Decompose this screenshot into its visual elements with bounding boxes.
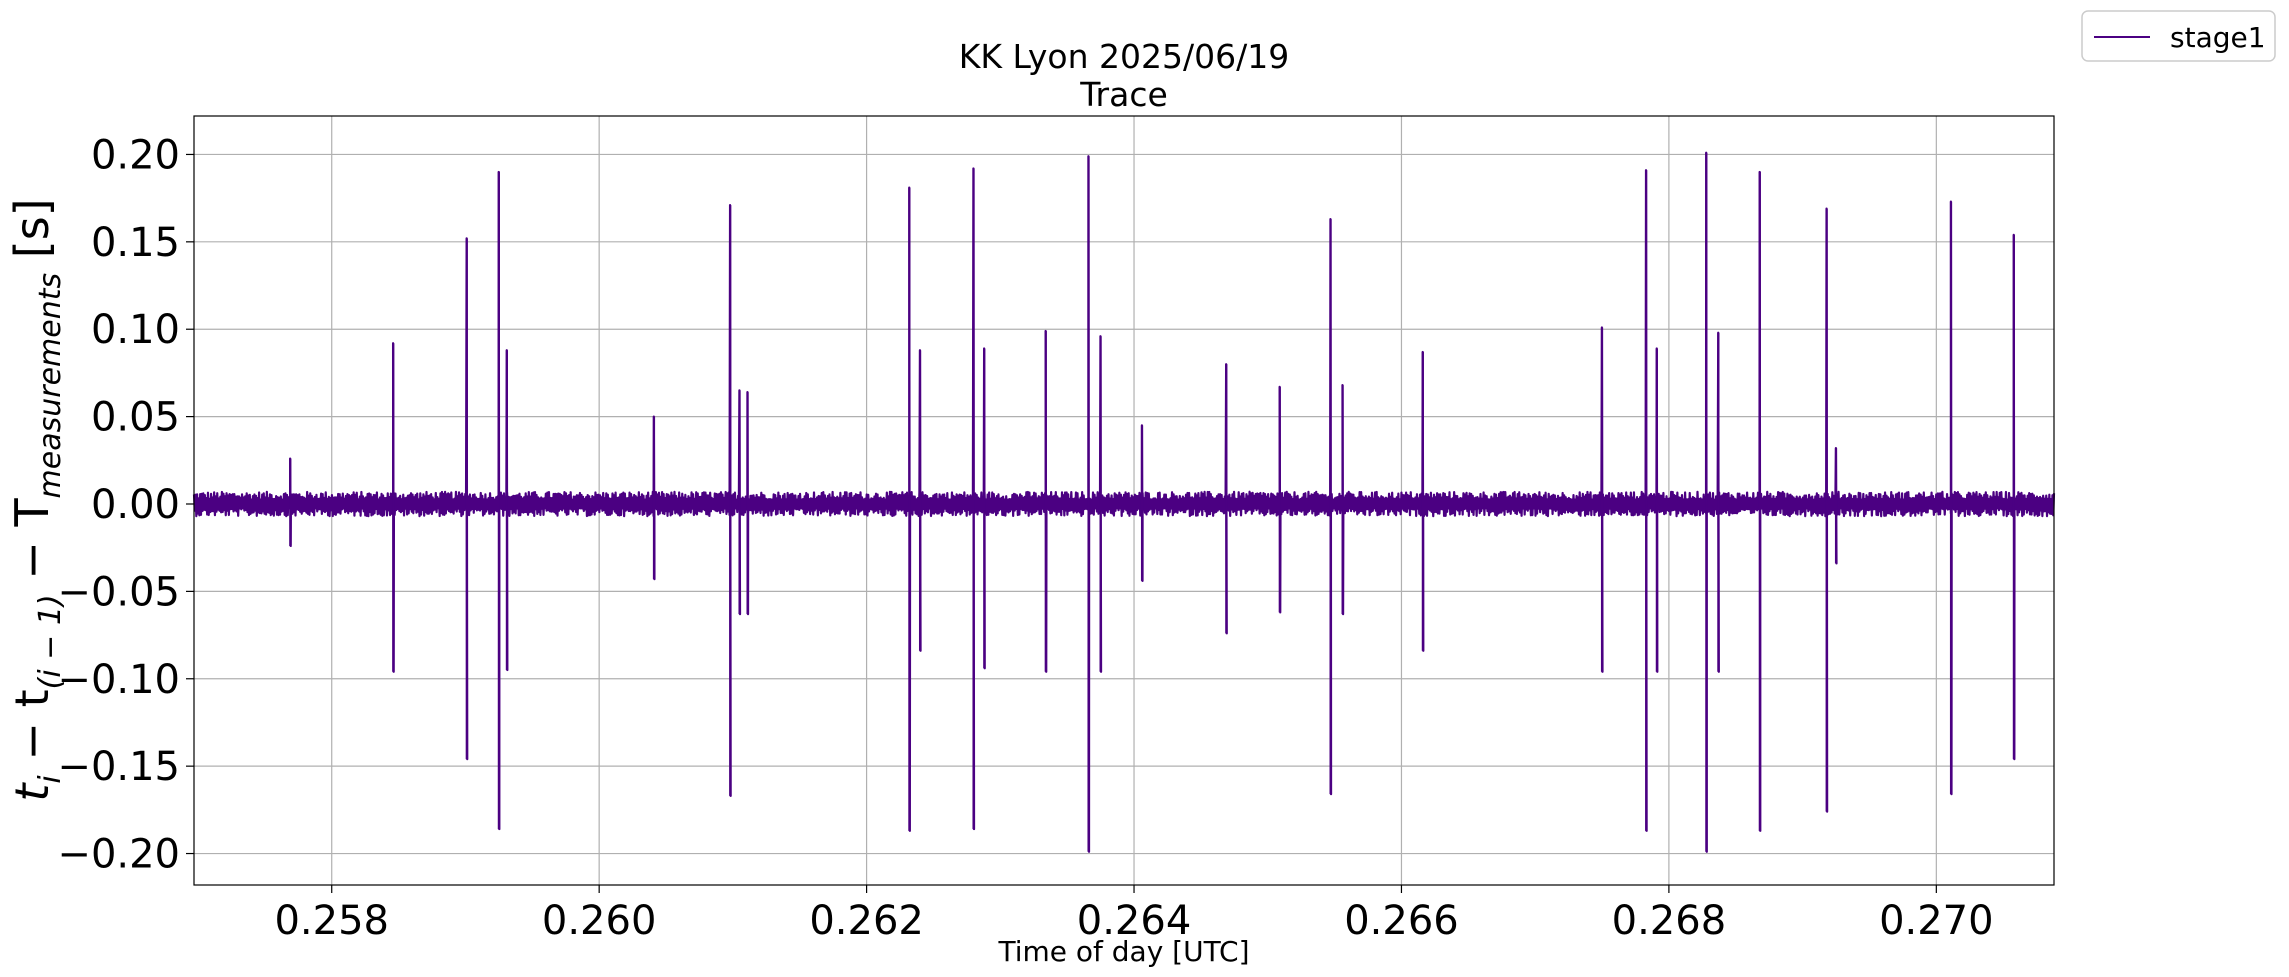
- y-label-minus-t: − t: [5, 689, 59, 775]
- x-tick-label: 0.260: [542, 898, 657, 944]
- y-label-minus-T: − T: [5, 498, 59, 595]
- y-tick-label: −0.20: [57, 832, 180, 878]
- y-label-sub-prev: (i − 1): [33, 594, 68, 689]
- y-tick-label: −0.05: [57, 569, 180, 615]
- x-tick-label: 0.270: [1879, 898, 1994, 944]
- y-axis-label: ti − t(i − 1) − Tmeasurements [s]: [5, 198, 68, 801]
- x-axis: 0.258 0.260 0.262 0.264 0.266 0.268 0.270: [274, 885, 1994, 944]
- series-layer: [192, 151, 2056, 853]
- x-tick-label: 0.262: [809, 898, 924, 944]
- x-tick-label: 0.268: [1612, 898, 1727, 944]
- legend-label-stage1: stage1: [2170, 21, 2266, 54]
- y-label-unit: [s]: [5, 198, 59, 272]
- y-tick-label: 0.00: [91, 482, 180, 528]
- y-axis: 0.20 0.15 0.10 0.05 0.00 −0.05 −0.10 −0.15 −0.20: [57, 132, 194, 878]
- y-label-t: t: [5, 782, 59, 802]
- plot-frame: [193, 115, 2055, 886]
- y-tick-label: 0.20: [91, 132, 180, 178]
- legend-box: [2081, 10, 2276, 62]
- y-label-sub-meas: measurements: [33, 273, 68, 499]
- x-axis-label: Time of day [UTC]: [997, 935, 1249, 968]
- y-tick-label: −0.15: [57, 744, 180, 790]
- chart-subtitle: Trace: [1079, 75, 1168, 114]
- y-tick-label: 0.15: [91, 220, 180, 266]
- legend: stage1: [2081, 10, 2276, 62]
- chart-title: KK Lyon 2025/06/19: [959, 37, 1289, 76]
- y-label-sub-i: i: [33, 775, 68, 784]
- x-tick-label: 0.264: [1077, 898, 1192, 944]
- y-tick-label: 0.10: [91, 307, 180, 353]
- x-tick-label: 0.258: [274, 898, 389, 944]
- y-tick-label: −0.10: [57, 657, 180, 703]
- x-tick-label: 0.266: [1344, 898, 1459, 944]
- y-tick-label: 0.05: [91, 395, 180, 441]
